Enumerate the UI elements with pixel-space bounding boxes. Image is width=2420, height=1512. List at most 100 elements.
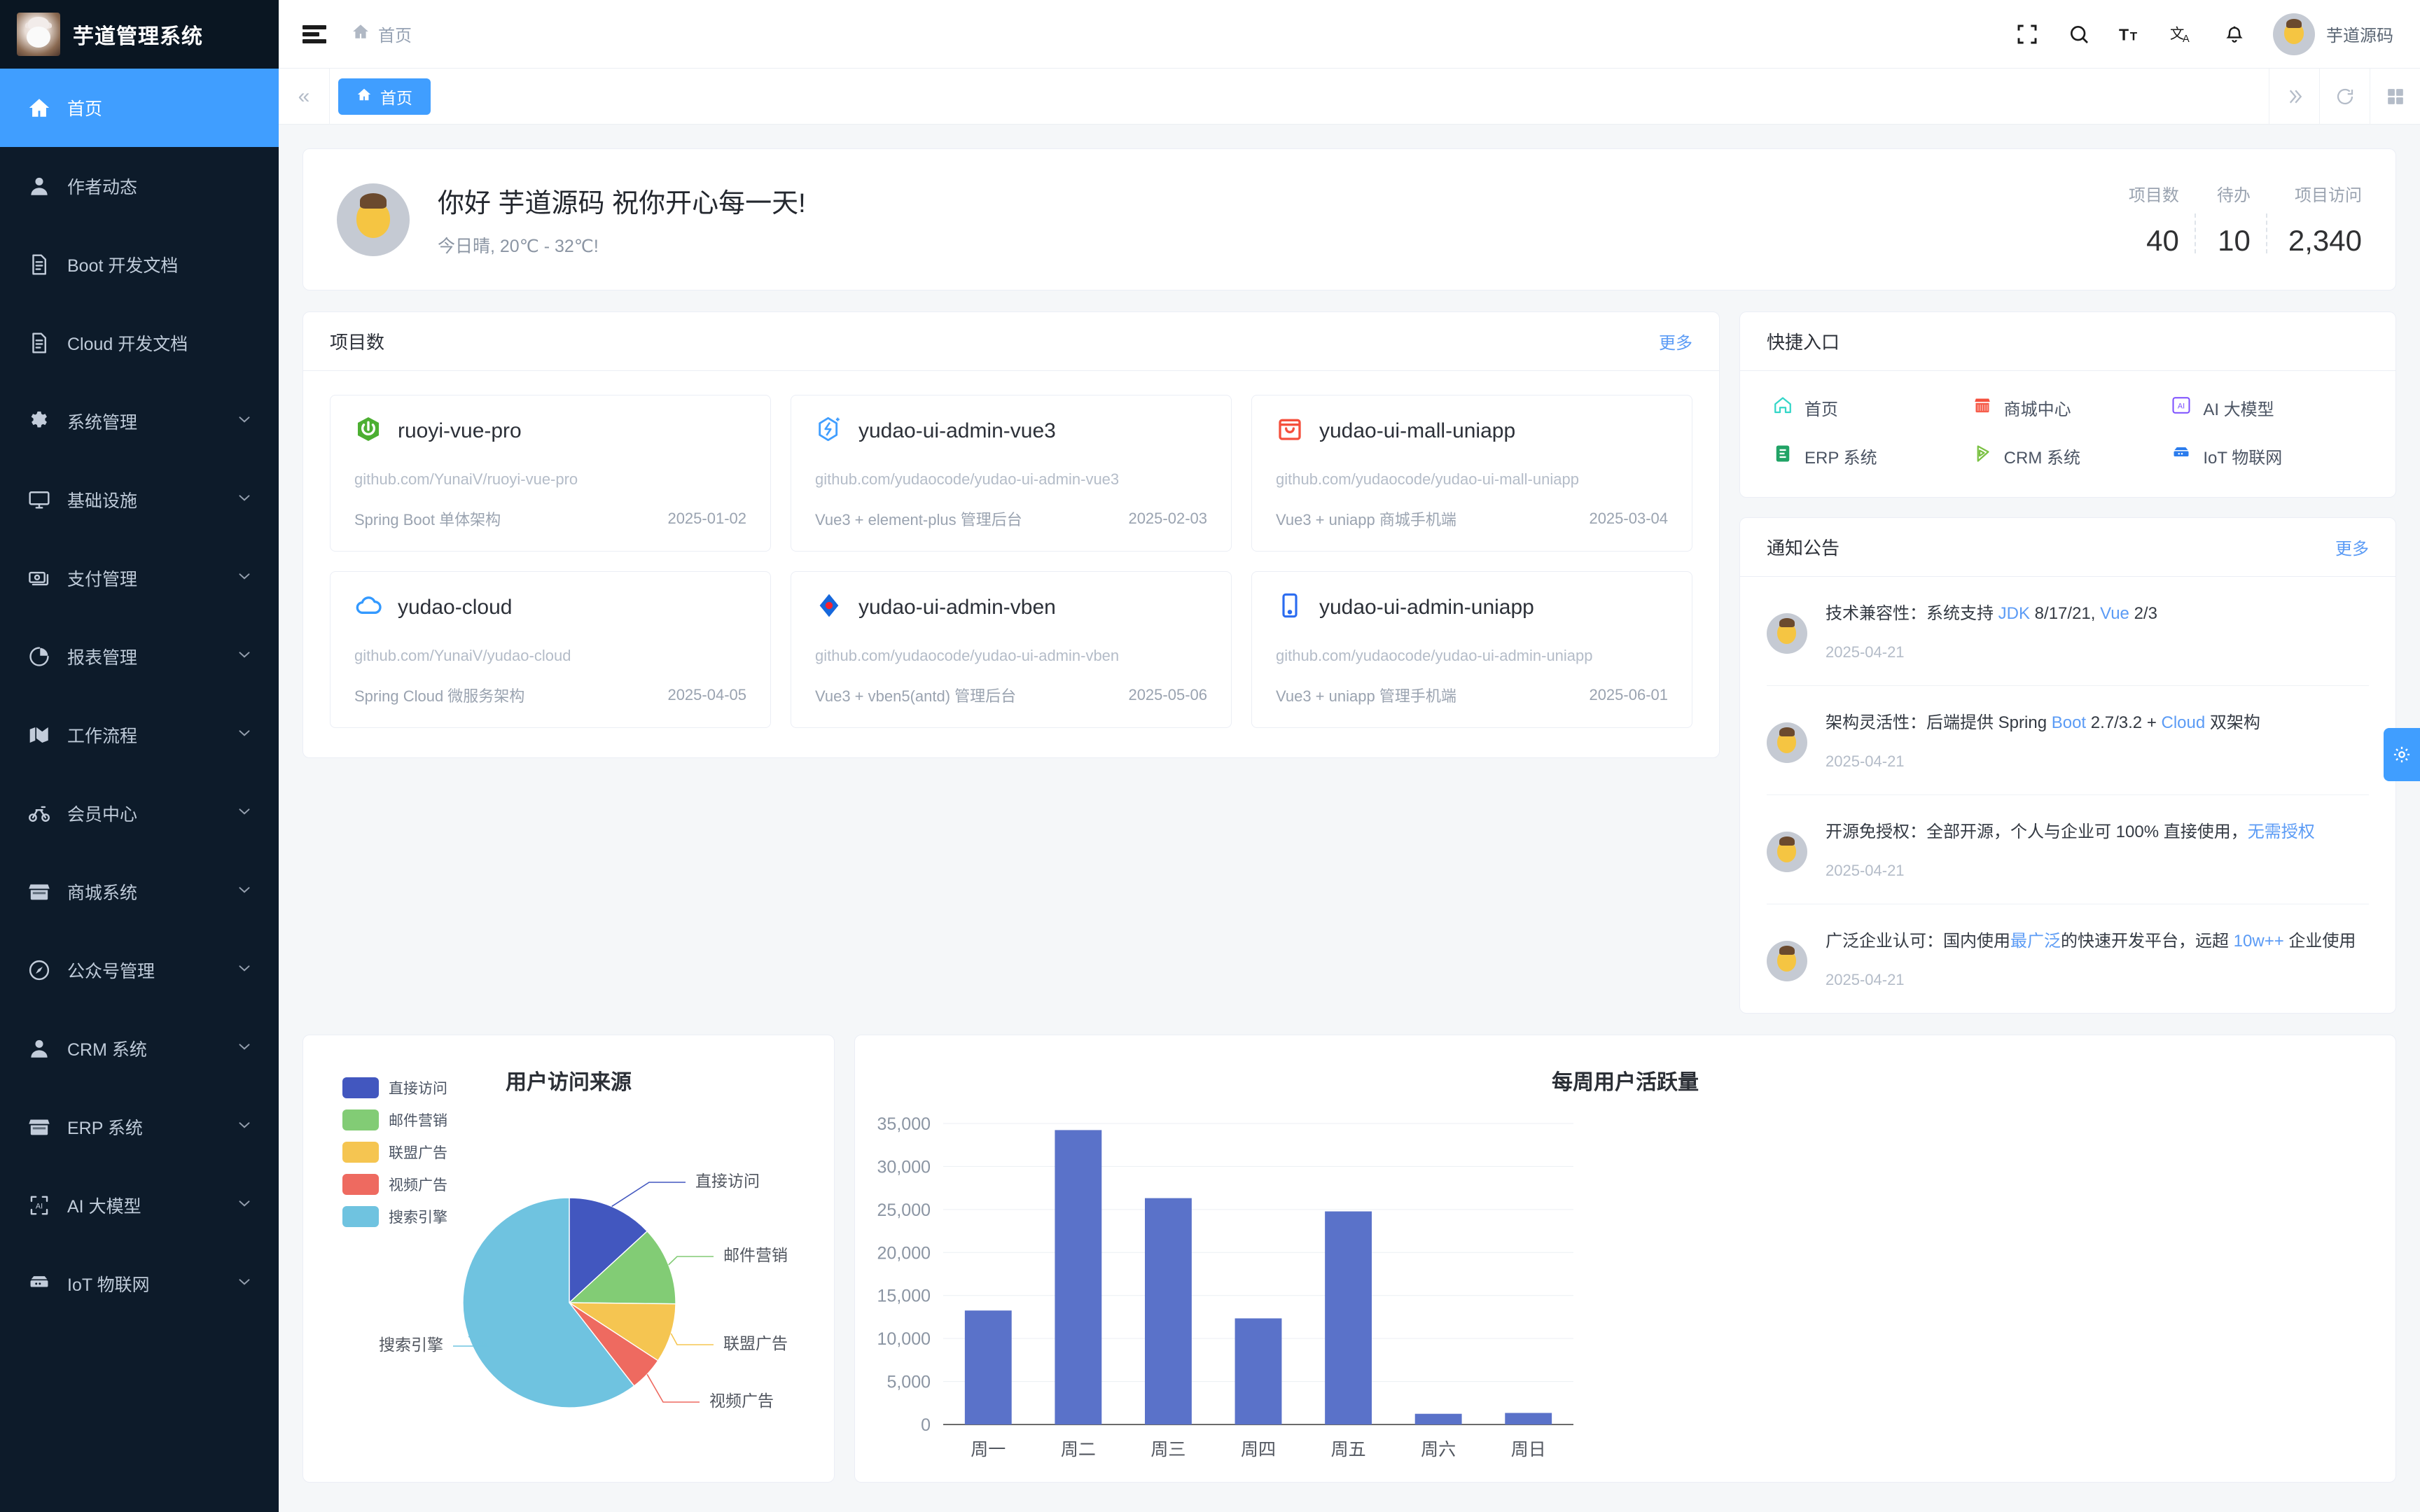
legend-item[interactable]: 联盟广告 [342,1141,447,1163]
sidebar-item-15[interactable]: IoT 物联网 [0,1245,279,1323]
sidebar-item-label: 基础设施 [67,491,138,511]
svg-text:5,000: 5,000 [886,1372,931,1392]
legend-item[interactable]: 邮件营销 [342,1109,447,1130]
svg-text:视频广告: 视频广告 [709,1392,774,1410]
svg-text:邮件营销: 邮件营销 [723,1246,788,1264]
project-date: 2025-02-03 [1128,510,1207,527]
sidebar-item-2[interactable]: Boot 开发文档 [0,225,279,304]
sidebar-item-6[interactable]: 支付管理 [0,539,279,617]
panel-title: 项目数 [330,332,385,353]
project-name: yudao-cloud [398,595,513,619]
chevron-down-icon [235,881,255,904]
welcome-banner: 你好 芋道源码 祝你开心每一天! 今日晴, 20℃ - 32℃! 项目数 40 待办… [302,148,2396,290]
sidebar-item-0[interactable]: 首页 [0,69,279,147]
chevron-down-icon [235,567,255,590]
sidebar-item-4[interactable]: 系统管理 [0,382,279,461]
bell-icon[interactable] [2209,0,2260,69]
project-card[interactable]: yudao-ui-admin-vben github.com/yudaocode/… [791,571,1232,728]
quick-entry-label: 首页 [1804,400,1838,419]
sidebar-logo[interactable]: 芋道管理系统 [0,0,279,69]
sidebar-item-13[interactable]: ERP 系统 [0,1088,279,1166]
sidebar-item-label: 会员中心 [67,805,138,825]
avatar [1767,613,1807,654]
notice-item[interactable]: 开源免授权：全部开源，个人与企业可 100% 直接使用，无需授权 2025-04-… [1767,795,2369,904]
user-icon [24,174,55,198]
search-icon[interactable] [2053,0,2105,69]
legend-item[interactable]: 直接访问 [342,1077,447,1098]
sidebar-item-14[interactable]: AI AI 大模型 [0,1166,279,1245]
notice-list: 技术兼容性：系统支持 JDK 8/17/21, Vue 2/3 2025-04-2… [1740,577,2395,1013]
project-desc: Vue3 + vben5(antd) 管理后台 [815,687,1017,705]
breadcrumb-label: 首页 [378,27,412,46]
hero-stat: 待办 10 [2179,181,2251,258]
quick-entry-item[interactable]: IoT 物联网 [2171,443,2363,469]
sidebar-item-label: 系统管理 [67,413,138,433]
project-card[interactable]: yudao-ui-mall-uniapp github.com/yudaocode… [1251,395,1692,552]
user-menu[interactable]: 芋道源码 [2260,13,2400,55]
project-card[interactable]: ruoyi-vue-pro github.com/YunaiV/ruoyi-vue… [330,395,771,552]
quick-entry-item[interactable]: 首页 [1772,395,1965,421]
fullscreen-icon[interactable] [2001,0,2053,69]
notice-title: 开源免授权：全部开源，个人与企业可 100% 直接使用，无需授权 [1826,822,2315,841]
sidebar-item-7[interactable]: 报表管理 [0,617,279,696]
legend-item[interactable]: 搜索引擎 [342,1205,447,1227]
chevron-down-icon [235,959,255,982]
notice-more-link[interactable]: 更多 [2335,540,2369,559]
project-date: 2025-05-06 [1128,686,1207,704]
project-date: 2025-03-04 [1589,510,1668,527]
compass-icon [24,958,55,982]
chevron-down-icon [235,802,255,825]
sidebar-item-12[interactable]: CRM 系统 [0,1009,279,1088]
grid-icon[interactable] [2370,68,2420,125]
quick-entry-item[interactable]: AI AI 大模型 [2171,395,2363,421]
legend-label: 直接访问 [389,1080,447,1097]
notice-item[interactable]: 架构灵活性：后端提供 Spring Boot 2.7/3.2 + Cloud 双… [1767,686,2369,795]
svg-text:AI: AI [2178,402,2185,411]
quick-entry-header: 快捷入口 [1740,312,2395,371]
sidebar-item-8[interactable]: 工作流程 [0,696,279,774]
sidebar-item-10[interactable]: 商城系统 [0,853,279,931]
menu-toggle-icon[interactable] [302,24,326,43]
sidebar-item-1[interactable]: 作者动态 [0,147,279,225]
quick-entry-item[interactable]: ERP 系统 [1772,443,1965,469]
sidebar-item-3[interactable]: Cloud 开发文档 [0,304,279,382]
greeting-text: 你好 芋道源码 祝你开心每一天! [438,189,806,218]
project-name: yudao-ui-mall-uniapp [1319,419,1516,442]
quick-entry-item[interactable]: 商城中心 [1972,395,2164,421]
project-desc: Spring Boot 单体架构 [354,511,501,528]
legend-item[interactable]: 视频广告 [342,1173,447,1195]
settings-drawer-button[interactable] [2384,728,2420,781]
sidebar-item-9[interactable]: 会员中心 [0,774,279,853]
notice-item[interactable]: 广泛企业认可：国内使用最广泛的快速开发平台，远超 10w++ 企业使用 2025-… [1767,904,2369,1013]
dashboard-row: 项目数 更多 ruoyi-vue-pro github.com/YunaiV/ru… [302,312,2396,1014]
project-url: github.com/yudaocode/yudao-ui-admin-vue3 [815,470,1120,488]
tabs-collapse-icon[interactable]: « [298,84,310,108]
chevron-down-icon [235,1037,255,1060]
quick-entry-item[interactable]: CRM 系统 [1972,443,2164,469]
pie-legend: 直接访问邮件营销联盟广告视频广告搜索引擎 [342,1077,447,1238]
sidebar-item-5[interactable]: 基础设施 [0,461,279,539]
sidebar-item-11[interactable]: 公众号管理 [0,931,279,1009]
quick-entry-panel: 快捷入口 首页 商城中心 AI AI 大模型 ERP 系统 CRM 系统 IoT 物联网 [1739,312,2396,498]
quick-entry-grid: 首页 商城中心 AI AI 大模型 ERP 系统 CRM 系统 IoT 物联网 [1772,395,2363,469]
money-icon [24,566,55,590]
svg-text:周四: 周四 [1241,1440,1276,1460]
refresh-icon[interactable] [2319,68,2370,125]
project-card[interactable]: yudao-ui-admin-vue3 github.com/yudaocode/… [791,395,1232,552]
chevron-double-right-icon[interactable] [2269,68,2319,125]
project-card[interactable]: yudao-cloud github.com/YunaiV/yudao-cloud… [330,571,771,728]
notice-date: 2025-04-21 [1826,752,1905,770]
quick-entry-label: 商城中心 [2003,400,2071,419]
tab-home[interactable]: 首页 [338,78,431,115]
svg-text:T: T [2119,25,2129,43]
svg-text:T: T [2130,29,2138,43]
vben-icon [815,592,843,623]
project-desc: Vue3 + uniapp 商城手机端 [1276,511,1456,528]
notice-item[interactable]: 技术兼容性：系统支持 JDK 8/17/21, Vue 2/3 2025-04-2… [1767,577,2369,686]
project-card[interactable]: yudao-ui-admin-uniapp github.com/yudaocod… [1251,571,1692,728]
sidebar-item-label: 作者动态 [67,178,138,197]
projects-more-link[interactable]: 更多 [1659,334,1692,353]
project-desc: Spring Cloud 微服务架构 [354,687,525,705]
